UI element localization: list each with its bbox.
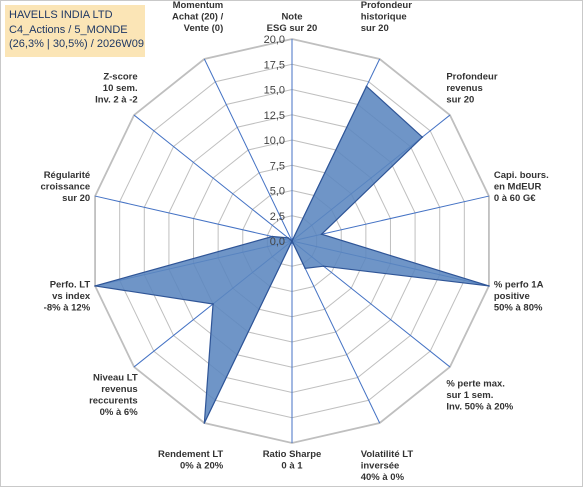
tick-label: 15,0 bbox=[264, 85, 285, 97]
axis-label: Niveau LT revenus reccurents 0% à 6% bbox=[89, 373, 138, 419]
tick-label: 10,0 bbox=[264, 135, 285, 147]
axis-label-line: vs index bbox=[52, 291, 91, 302]
axis-label-line: Inv. 2 à -2 bbox=[95, 95, 138, 106]
data-point bbox=[94, 285, 96, 287]
axis-label-line: revenus bbox=[101, 384, 137, 395]
data-point bbox=[287, 237, 289, 239]
tick-label: 2,5 bbox=[270, 211, 285, 223]
tick-label: 7,5 bbox=[270, 160, 285, 172]
data-point bbox=[365, 85, 368, 88]
axis-label-line: Vente (0) bbox=[184, 23, 224, 34]
axis-label-line: croissance bbox=[41, 182, 91, 193]
axis-label: Régularité croissance sur 20 bbox=[41, 170, 91, 204]
axis-label-line: Note bbox=[281, 12, 302, 23]
company-name: HAVELLS INDIA LTD bbox=[9, 9, 113, 21]
axis-label-line: 0 à 60 G€ bbox=[494, 193, 536, 204]
axis-label-line: Capi. bours. bbox=[494, 170, 549, 181]
axis-label-line: % perfo 1A bbox=[494, 280, 544, 291]
axis-label-line: % perte max. bbox=[446, 378, 505, 389]
axis-label: Capi. bours. en MdEUR 0 à 60 G€ bbox=[494, 170, 549, 204]
axis-spoke bbox=[291, 240, 381, 424]
data-point bbox=[203, 422, 206, 424]
axis-spoke bbox=[203, 58, 293, 242]
axis-label-line: sur 1 sem. bbox=[446, 390, 493, 401]
data-point bbox=[271, 235, 274, 238]
chart-title-box: HAVELLS INDIA LTD C4_Actions / 5_MONDE (… bbox=[5, 5, 145, 57]
data-point bbox=[320, 233, 323, 236]
axis-label: % perte max. sur 1 sem. Inv. 50% à 20% bbox=[446, 378, 513, 412]
axis-label-line: 50% à 80% bbox=[494, 303, 543, 314]
axis-label-line: reccurents bbox=[89, 396, 138, 407]
period-info: (26,3% | 30,5%) / 2026W09 bbox=[9, 38, 144, 50]
tick-label: 12,5 bbox=[264, 110, 285, 122]
radar-tick-labels: 0,0 2,5 5,0 7,5 10,0 12,5 15,0 17,5 20,0 bbox=[264, 34, 285, 248]
axis-label-line: Niveau LT bbox=[93, 373, 138, 384]
axis-spoke bbox=[133, 114, 293, 242]
axis-label-line: en MdEUR bbox=[494, 182, 542, 193]
axis-label-line: inversée bbox=[361, 461, 400, 472]
axis-label-line: Profondeur bbox=[446, 72, 497, 83]
axis-label-line: Achat (20) / bbox=[172, 12, 224, 23]
axis-label-line: sur 20 bbox=[446, 95, 474, 106]
axis-label: Note ESG sur 20 bbox=[267, 12, 318, 35]
axis-label-line: Z-score bbox=[103, 72, 137, 83]
data-point bbox=[488, 285, 490, 287]
axis-label-line: 0% à 6% bbox=[100, 407, 139, 418]
data-point bbox=[421, 136, 424, 138]
radar-series bbox=[94, 85, 490, 424]
axis-label: Volatilité LT inversée 40% à 0% bbox=[361, 449, 414, 483]
axis-spoke bbox=[94, 195, 293, 242]
portfolio-name: C4_Actions / 5_MONDE bbox=[9, 23, 128, 36]
axis-label: Profondeur revenus sur 20 bbox=[446, 72, 497, 106]
data-point bbox=[212, 303, 214, 305]
data-point bbox=[304, 267, 306, 270]
axis-label: Ratio Sharpe 0 à 1 bbox=[263, 449, 322, 472]
axis-label: Momentum Achat (20) / Vente (0) bbox=[172, 0, 224, 34]
axis-label: Z-score 10 sem. Inv. 2 à -2 bbox=[95, 72, 138, 106]
axis-label-line: sur 20 bbox=[361, 23, 389, 34]
axis-label: % perfo 1A positive 50% à 80% bbox=[494, 280, 544, 314]
axis-label-line: sur 20 bbox=[62, 193, 90, 204]
axis-label-line: Perfo. LT bbox=[50, 280, 91, 291]
data-point bbox=[291, 240, 293, 242]
axis-label-line: Momentum bbox=[173, 0, 224, 11]
axis-label-line: Ratio Sharpe bbox=[263, 449, 322, 460]
tick-label: 17,5 bbox=[264, 59, 285, 71]
axis-label-line: historique bbox=[361, 12, 407, 23]
axis-label-line: Inv. 50% à 20% bbox=[446, 401, 513, 412]
axis-label-line: positive bbox=[494, 291, 530, 302]
axis-label-line: Volatilité LT bbox=[361, 449, 414, 460]
axis-label-line: Rendement LT bbox=[158, 449, 223, 460]
axis-label-line: 10 sem. bbox=[103, 83, 138, 94]
axis-label-line: -8% à 12% bbox=[44, 303, 91, 314]
axis-label-line: 0% à 20% bbox=[180, 461, 224, 472]
axis-label: Profondeur historique sur 20 bbox=[361, 0, 412, 34]
axis-label-line: 40% à 0% bbox=[361, 472, 405, 483]
tick-label: 5,0 bbox=[270, 186, 285, 198]
axis-label: Perfo. LT vs index -8% à 12% bbox=[44, 280, 91, 314]
axis-label-line: Régularité bbox=[44, 170, 90, 181]
tick-label: 0,0 bbox=[270, 236, 285, 248]
axis-label-line: Profondeur bbox=[361, 0, 412, 11]
axis-label-line: revenus bbox=[446, 83, 482, 94]
series-area bbox=[94, 85, 490, 424]
axis-label-line: ESG sur 20 bbox=[267, 23, 318, 34]
data-point bbox=[322, 265, 325, 267]
axis-spoke bbox=[291, 195, 490, 242]
axis-label-line: 0 à 1 bbox=[281, 461, 303, 472]
axis-label: Rendement LT 0% à 20% bbox=[158, 449, 224, 472]
tick-label: 20,0 bbox=[264, 34, 285, 46]
